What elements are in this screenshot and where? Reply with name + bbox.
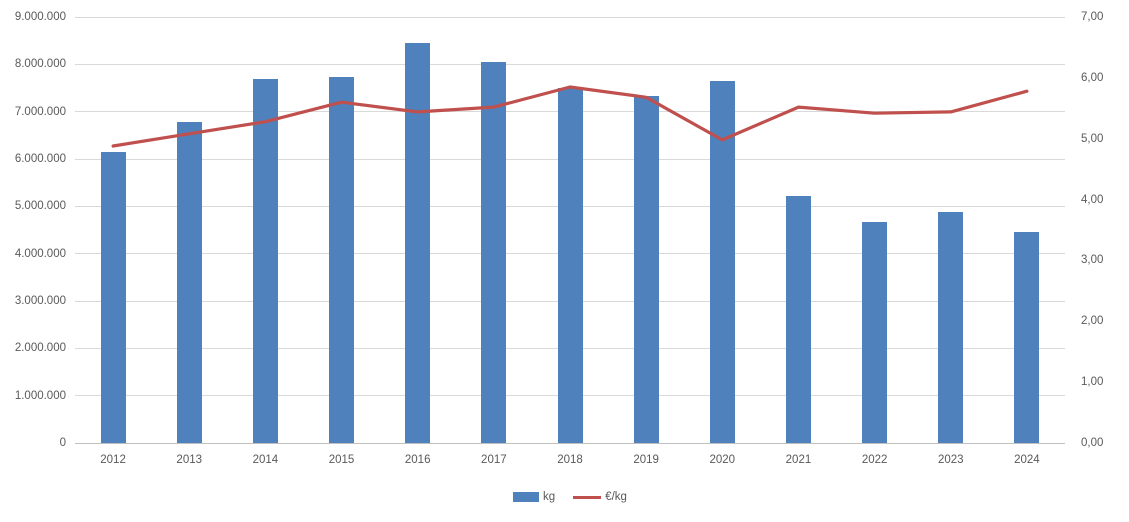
eur-per-kg-legend-label: €/kg <box>605 491 627 503</box>
x-axis-line <box>75 442 1065 444</box>
bar-2016 <box>405 42 431 443</box>
left-axis-tick-label: 4.000.000 <box>14 247 66 260</box>
bar-2012 <box>100 151 126 443</box>
x-axis-label-2024: 2024 <box>1014 454 1040 466</box>
bar-2015 <box>329 77 355 443</box>
bar-2020 <box>709 81 735 443</box>
gridline <box>75 16 1065 18</box>
bar-2013 <box>176 122 202 443</box>
left-axis-tick-label: 1.000.000 <box>14 389 66 402</box>
kg-legend-swatch-icon <box>513 492 540 502</box>
chart-legend: kg €/kg <box>75 489 1065 505</box>
bar-2014 <box>252 78 278 443</box>
legend-entry-kg: kg <box>513 490 555 504</box>
eur-per-kg-legend-swatch-icon <box>573 495 602 499</box>
left-axis-tick-label: 2.000.000 <box>14 342 66 355</box>
x-axis-label-2021: 2021 <box>785 454 812 466</box>
left-axis-tick-label: 9.000.000 <box>14 11 66 23</box>
gridline <box>75 63 1065 65</box>
right-axis-tick-label: 7,00 <box>1081 11 1104 23</box>
right-axis-tick-label: 0,00 <box>1081 437 1104 449</box>
right-axis-tick-label: 2,00 <box>1081 315 1104 328</box>
left-axis-tick-label: 6.000.000 <box>14 153 66 165</box>
bar-2021 <box>785 195 811 443</box>
left-axis-tick-label: 0 <box>59 437 66 449</box>
right-axis-tick-label: 6,00 <box>1081 71 1104 84</box>
x-axis-label-2017: 2017 <box>481 454 507 466</box>
x-axis-label-2023: 2023 <box>937 454 964 466</box>
x-axis-label-2020: 2020 <box>709 454 736 466</box>
x-axis-label-2022: 2022 <box>861 454 888 466</box>
bar-2018 <box>557 88 583 443</box>
x-axis-label-2013: 2013 <box>176 454 203 466</box>
bar-2017 <box>481 62 507 443</box>
legend-entry-eur-per-kg: €/kg <box>573 490 627 504</box>
right-axis-tick-label: 3,00 <box>1081 254 1104 267</box>
right-axis-tick-label: 1,00 <box>1081 376 1104 389</box>
left-axis-tick-label: 3.000.000 <box>14 295 66 307</box>
x-axis-label-2019: 2019 <box>633 454 659 466</box>
x-axis-label-2016: 2016 <box>404 454 431 466</box>
x-axis-label-2014: 2014 <box>252 454 279 466</box>
x-axis-label-2018: 2018 <box>557 454 583 466</box>
kg-legend-label: kg <box>543 491 556 503</box>
left-axis-tick-label: 8.000.000 <box>14 58 66 71</box>
bar-2023 <box>938 212 964 443</box>
left-axis-tick-label: 7.000.000 <box>14 105 66 118</box>
bar-2024 <box>1014 232 1040 443</box>
x-axis-label-2015: 2015 <box>328 454 355 466</box>
bar-2022 <box>862 221 888 443</box>
left-axis-tick-label: 5.000.000 <box>14 200 66 213</box>
right-axis-tick-label: 5,00 <box>1081 132 1104 145</box>
x-axis-label-2012: 2012 <box>100 454 126 466</box>
right-axis-tick-label: 4,00 <box>1081 193 1104 206</box>
bar-2019 <box>633 96 659 443</box>
